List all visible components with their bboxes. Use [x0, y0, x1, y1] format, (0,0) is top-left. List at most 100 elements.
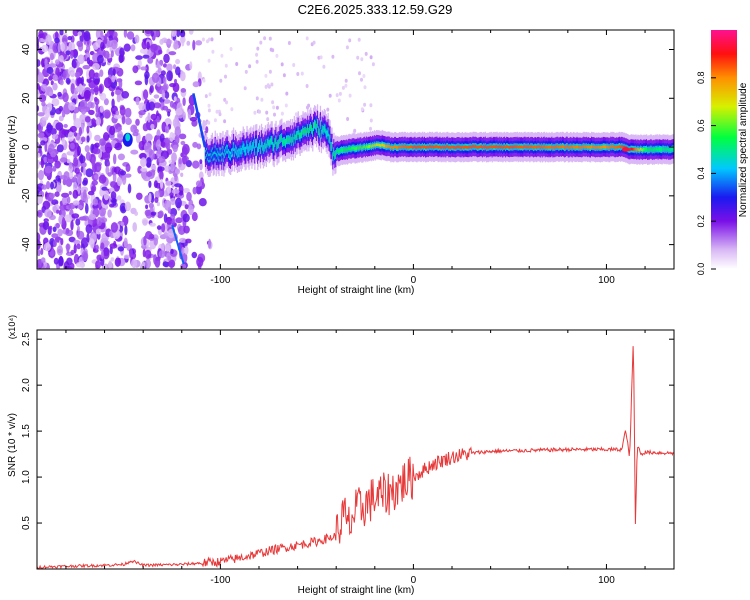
spectrogram-noise-cell: [66, 159, 71, 164]
spectrogram-ridge-cell: [451, 145, 453, 149]
spectrogram-ridge-cell: [282, 140, 284, 145]
spectrogram-noise-cell: [160, 141, 166, 147]
spectrogram-ridge-cell: [644, 147, 646, 151]
spectrogram-ridge-cell: [220, 150, 222, 154]
spectrogram-noise-cell: [142, 54, 150, 59]
spectrogram-noise-cell: [300, 71, 304, 76]
spectrogram-noise-cell: [195, 180, 203, 187]
spectrogram-ridge-cell: [428, 144, 431, 148]
spectrogram-ridge-cell: [250, 143, 252, 148]
spectrogram-noise-cell: [60, 42, 65, 52]
spectrogram-noise-cell: [196, 256, 204, 268]
spectrogram-ridge-cell: [517, 146, 519, 149]
spectrogram-noise-cell: [140, 167, 148, 172]
spectrogram-ridge-cell: [526, 145, 528, 149]
spectrogram-noise-cell: [306, 105, 309, 110]
spectrogram-ridge-cell: [441, 146, 443, 149]
spectrogram-noise-cell: [81, 136, 86, 143]
spectrogram-ridge-cell: [639, 148, 641, 152]
spectrogram-ridge-cell: [212, 154, 214, 159]
spectrogram-noise-cell: [158, 250, 166, 258]
snr-x-label: Height of straight line (km): [298, 585, 415, 596]
spectrogram-ridge-cell: [454, 146, 457, 150]
spectrogram-noise-cell: [49, 52, 55, 61]
spectrogram-noise-cell: [37, 152, 41, 158]
spectrogram-ridge-cell: [273, 146, 275, 151]
spectrogram-noise-cell: [37, 194, 43, 205]
spectrogram-ridge-cell: [462, 146, 464, 150]
spectrogram-ridge-cell: [459, 146, 461, 149]
spectrogram-noise-cell: [123, 43, 131, 52]
spectrogram-ridge-cell: [502, 146, 504, 150]
spectrogram-ridge-cell: [405, 146, 407, 149]
spectrogram-ridge-cell: [299, 135, 301, 139]
spectrogram-noise-cell: [145, 30, 152, 35]
spectrogram-ridge-cell: [246, 143, 248, 147]
spectrogram-ridge-cell: [566, 145, 569, 148]
spectrogram-noise-cell: [39, 37, 44, 43]
spectrogram-ridge-cell: [422, 144, 424, 148]
spectrogram-ridge-cell: [208, 156, 211, 160]
spectrogram-ridge-cell: [648, 148, 651, 152]
spectrogram-noise-cell: [51, 133, 59, 140]
spectrogram-noise-cell: [100, 217, 108, 223]
spectrogram-noise-cell: [149, 84, 154, 94]
spectrogram-ridge-cell: [352, 146, 354, 150]
spectrogram-noise-cell: [62, 70, 66, 81]
spectrogram-noise-cell: [44, 208, 52, 218]
spectrogram-ridge-cell: [328, 136, 330, 141]
spectrogram-noise-cell: [100, 242, 105, 250]
spectrogram-noise-cell: [244, 69, 248, 74]
spectrogram-noise-cell: [199, 159, 203, 165]
spectrogram-ridge-cell: [430, 145, 433, 149]
spectrogram-noise-cell: [346, 117, 350, 121]
spectrogram-ridge-cell: [444, 145, 446, 149]
spectrogram-ridge-cell: [249, 145, 251, 149]
spectrogram-ridge-cell: [374, 144, 377, 148]
spectrogram-noise-cell: [82, 65, 91, 70]
spectrogram-noise-cell: [215, 109, 219, 114]
spectrogram-ridge-cell: [240, 150, 242, 155]
spectrogram-noise-cell: [71, 213, 80, 219]
spectrogram-ridge-cell: [276, 144, 278, 149]
spectrogram-noise-cell: [147, 57, 154, 64]
spectrogram-noise-cell: [159, 59, 164, 67]
spectrogram-noise-cell: [154, 190, 160, 200]
spectrogram-noise-cell: [153, 144, 157, 152]
spectrogram-ridge-cell: [280, 136, 282, 141]
spectrogram-noise-cell: [37, 112, 45, 117]
spectrogram-noise-cell: [112, 68, 116, 76]
spectrogram-noise-cell: [178, 133, 187, 140]
spectrogram-noise-cell: [123, 237, 128, 248]
spectrogram-noise-cell: [153, 237, 158, 246]
spectrogram-noise-cell: [77, 204, 83, 210]
spectrogram-ridge-cell: [394, 145, 396, 149]
spectrogram-noise-cell: [41, 58, 45, 68]
colorbar-tick-label: 0.2: [696, 215, 706, 228]
spectrogram-ridge-cell: [445, 146, 447, 150]
spectrogram-ridge-cell: [433, 145, 435, 149]
spectrogram-noise-cell: [171, 152, 177, 163]
spectrogram-noise-cell: [95, 103, 99, 113]
spectrogram-ridge-cell: [615, 146, 617, 149]
spectrogram-noise-cell: [130, 124, 138, 133]
spectrogram-ridge-cell: [232, 150, 234, 155]
spectrogram-noise-cell: [57, 42, 61, 53]
spectrogram-ridge-cell: [241, 147, 243, 152]
spectrogram-noise-cell: [287, 41, 291, 45]
spectrogram-noise-cell: [37, 72, 44, 83]
spectrogram-noise-cell: [358, 71, 361, 76]
spectrogram-noise-cell: [175, 108, 183, 116]
spectrogram-noise-cell: [363, 85, 367, 90]
spectrogram-noise-cell: [95, 228, 102, 235]
spectrogram-noise-cell: [117, 130, 124, 141]
spectrogram-noise-cell: [117, 195, 122, 201]
spectrogram-feature: [621, 147, 630, 152]
spectrogram-ridge-cell: [234, 147, 237, 152]
spectrogram-ridge-cell: [632, 147, 634, 151]
spectrogram-noise-cell: [371, 62, 375, 67]
spectrogram-ridge-cell: [585, 145, 587, 149]
spectrogram-ridge-cell: [348, 147, 350, 150]
spectrogram-ridge-cell: [350, 147, 352, 151]
spectrogram-noise-cell: [40, 140, 46, 146]
